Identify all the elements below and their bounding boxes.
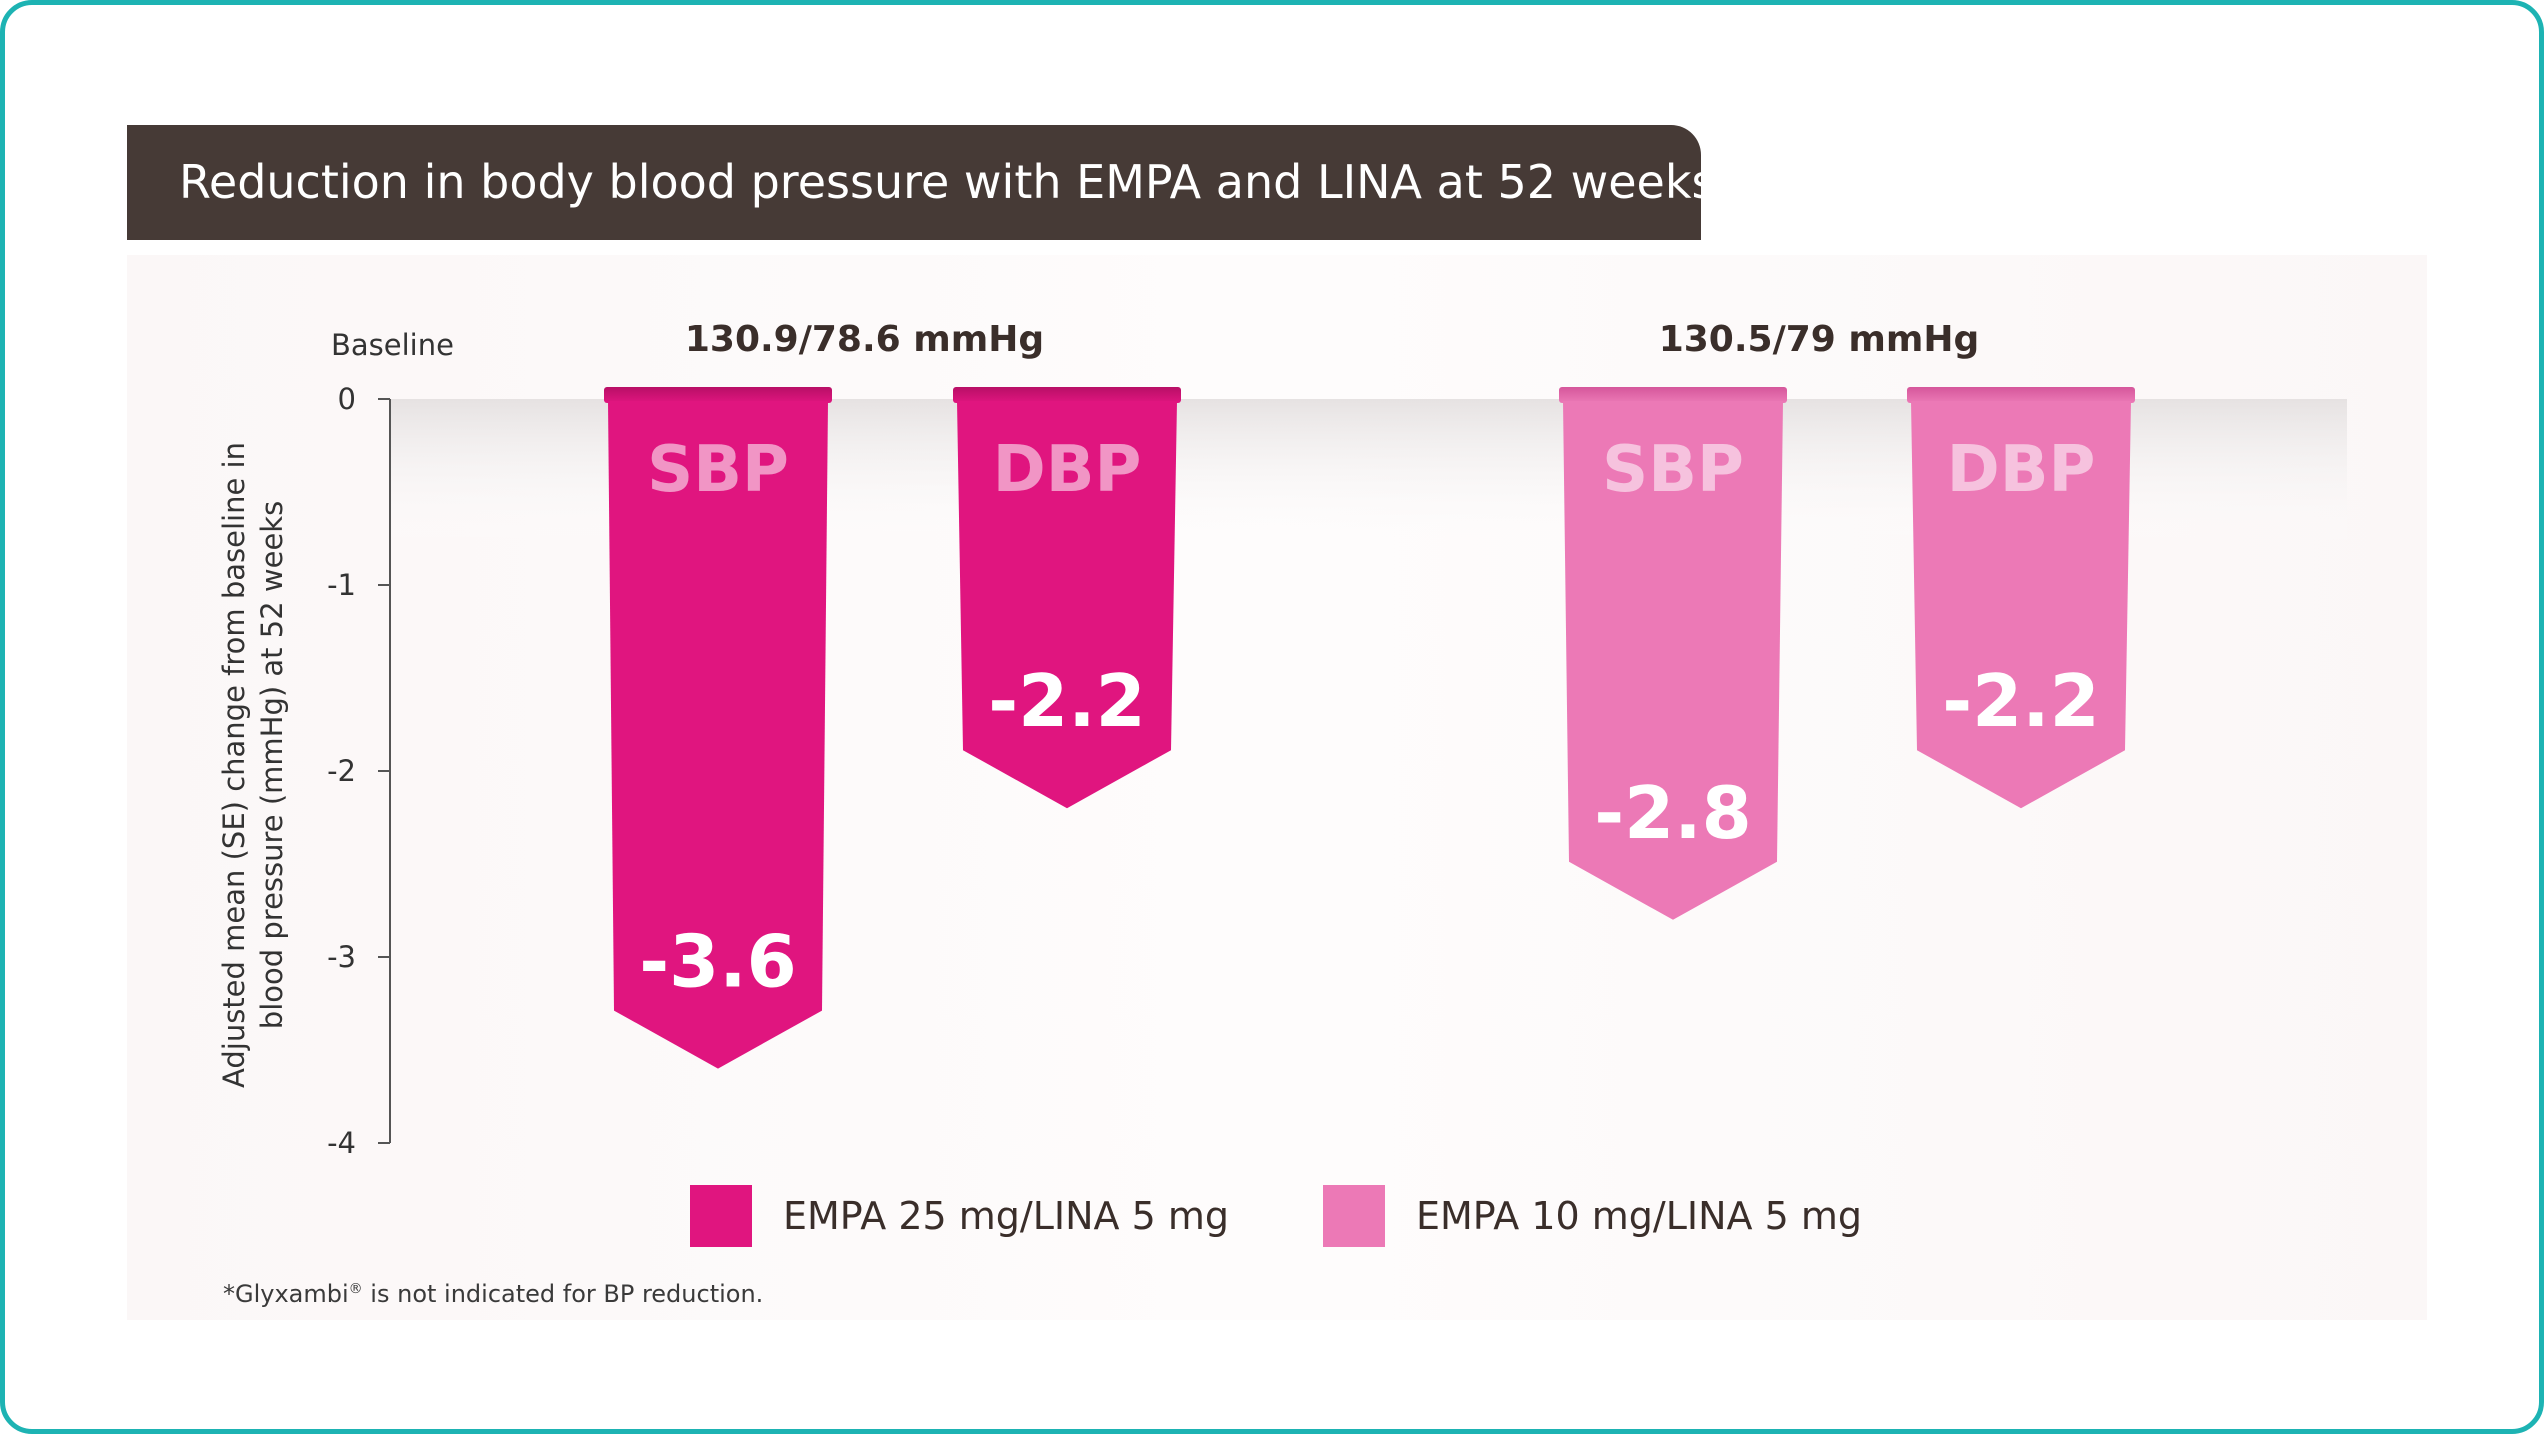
y-axis-title: Adjusted mean (SE) change from baseline … [217, 442, 289, 1088]
footnote: *Glyxambi® is not indicated for BP reduc… [223, 1280, 763, 1308]
bp-bar-chart: 0 -1 -2 -3 -4 Baseline Adjusted mean (SE) chan… [217, 319, 2347, 1247]
bar-value-label: -2.2 [1942, 659, 2099, 743]
y-tick-label: -3 [327, 940, 356, 974]
group-baseline-label: 130.9/78.6 mmHg [685, 319, 1044, 360]
group-baseline-label: 130.5/79 mmHg [1659, 319, 1980, 360]
bar-dbp [957, 401, 1177, 809]
footnote-prefix: *Glyxambi [223, 1280, 349, 1308]
ribbon-fold [1559, 387, 1787, 403]
title-bar: Reduction in body blood pressure with EM… [127, 125, 1784, 240]
footnote-suffix: is not indicated for BP reduction. [362, 1280, 764, 1308]
legend-swatch [1323, 1185, 1385, 1247]
bar-value-label: -2.8 [1594, 771, 1751, 855]
bar-dbp [1911, 401, 2131, 809]
bar-sbp [608, 401, 828, 1069]
bar-category-label: SBP [1602, 433, 1744, 507]
bar-category-label: DBP [993, 433, 1142, 507]
legend-swatch [690, 1185, 752, 1247]
legend-label: EMPA 25 mg/LINA 5 mg [783, 1194, 1229, 1238]
title-superscript: 1,*# [1715, 149, 1785, 184]
bar-sbp [1563, 401, 1783, 920]
bar-value-label: -2.2 [988, 659, 1145, 743]
y-tick-label: -4 [327, 1126, 356, 1160]
baseline-label: Baseline [331, 328, 454, 362]
y-tick-label: -2 [327, 754, 356, 788]
bar-category-label: DBP [1947, 433, 2096, 507]
bar-category-label: SBP [647, 433, 789, 507]
ribbon-fold [953, 387, 1181, 403]
y-axis-title-line: blood pressure (mmHg) at 52 weeks [255, 501, 289, 1029]
chart-title: Reduction in body blood pressure with EM… [179, 155, 1716, 209]
y-tick-label: 0 [338, 382, 356, 416]
registered-mark: ® [348, 1281, 363, 1297]
legend-label: EMPA 10 mg/LINA 5 mg [1416, 1194, 1862, 1238]
ribbon-fold [604, 387, 832, 403]
bar-value-label: -3.6 [639, 920, 796, 1004]
y-axis-title-line: Adjusted mean (SE) change from baseline … [217, 442, 251, 1088]
ribbon-fold [1907, 387, 2135, 403]
y-tick-label: -1 [327, 568, 356, 602]
